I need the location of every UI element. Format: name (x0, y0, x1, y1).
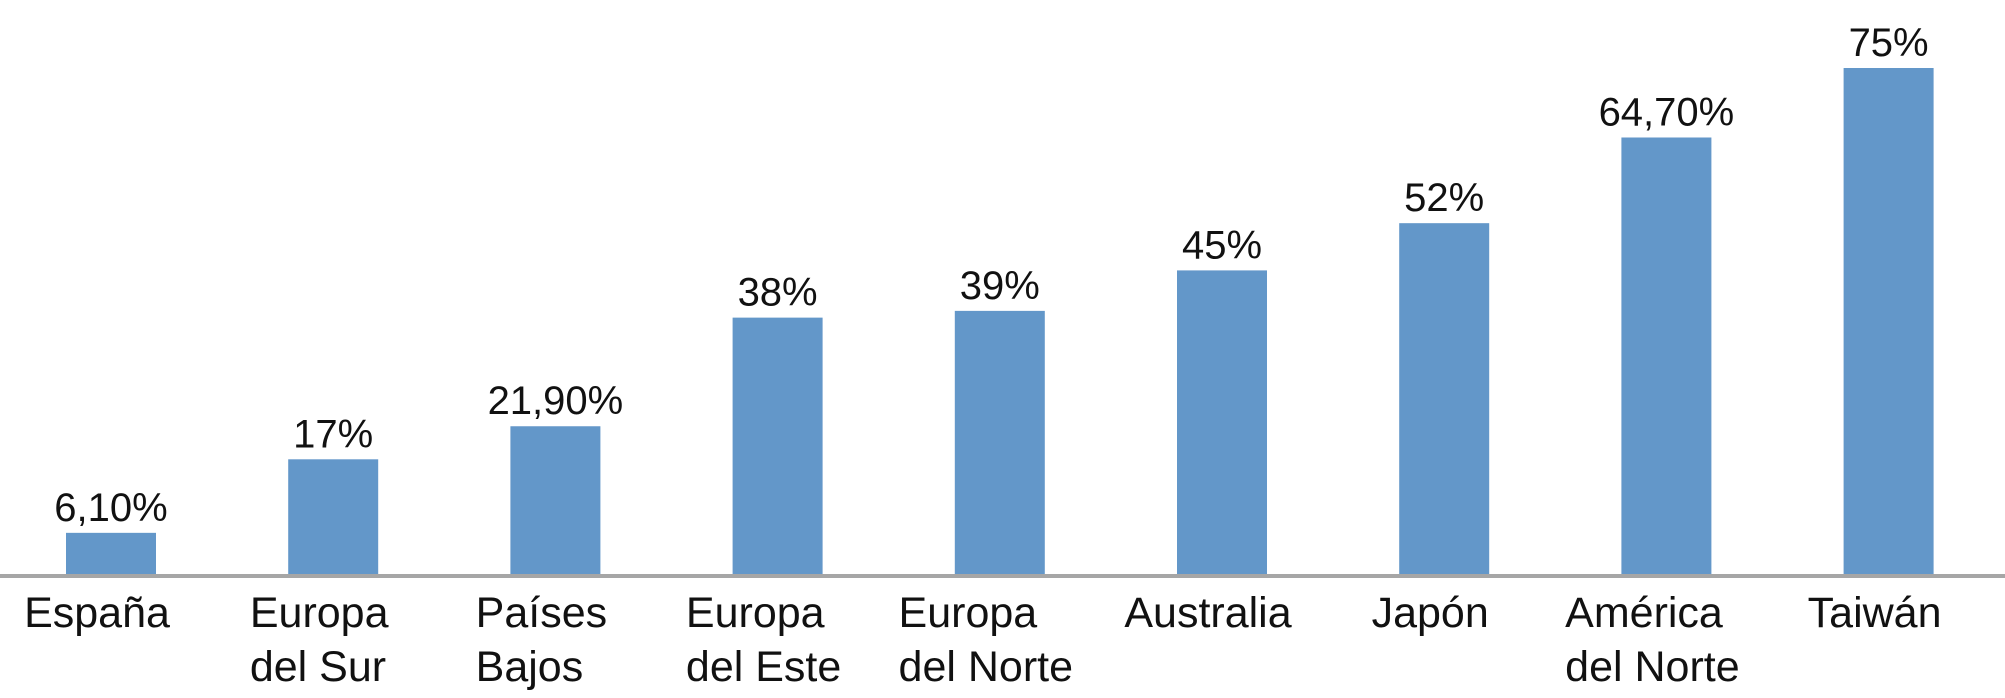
value-label: 45% (1182, 223, 1262, 267)
x-tick-label: Europa del Norte (898, 589, 1074, 691)
bar (954, 310, 1045, 574)
value-label: 6,10% (54, 486, 167, 530)
value-label: 38% (738, 271, 818, 315)
bar (66, 532, 156, 574)
x-tick-label: América del Norte (1565, 589, 1740, 691)
x-tick-label: Países Bajos (475, 589, 608, 691)
x-tick-label: Europa del Este (685, 589, 842, 691)
bar (288, 459, 379, 574)
x-tick-label: Australia (1124, 589, 1292, 637)
x-tick-label: Europa del Sur (249, 589, 389, 691)
value-label: 52% (1404, 176, 1484, 220)
value-label: 21,90% (488, 379, 624, 423)
value-label: 75% (1849, 21, 1929, 65)
bar (1843, 68, 1934, 574)
bar (732, 317, 823, 574)
bar (1177, 270, 1267, 574)
x-tick-label: Japón (1371, 589, 1489, 637)
value-label: 39% (960, 264, 1040, 308)
x-tick-label: Taiwán (1807, 589, 1942, 637)
bar (1621, 137, 1712, 574)
value-label: 64,70% (1599, 90, 1735, 134)
bar (510, 426, 601, 574)
x-tick-label: España (24, 589, 170, 637)
bar (1399, 223, 1490, 574)
value-label: 17% (293, 412, 373, 456)
